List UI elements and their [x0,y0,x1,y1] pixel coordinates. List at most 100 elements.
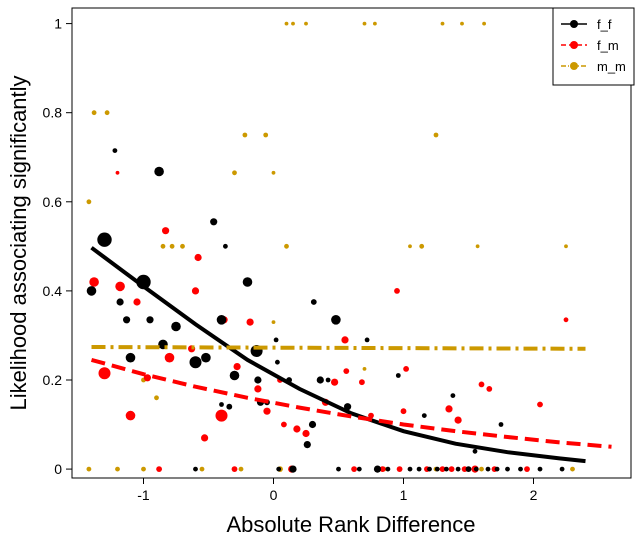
data-point-f_m [215,409,228,422]
data-point-m_m [460,21,464,26]
data-point-f_m [400,408,407,415]
data-point-f_m [194,253,202,262]
data-point-f_m [125,410,136,421]
data-point-f_f [498,422,504,427]
data-point-f_m [156,466,163,472]
data-point-f_f [125,352,136,363]
data-point-m_m [104,110,110,116]
fit-line-f_m [90,357,612,449]
data-point-f_f [444,466,449,472]
data-point-m_m [373,21,377,26]
data-point-m_m [570,466,575,472]
data-point-f_f [465,466,472,472]
data-point-f_m [563,317,569,323]
data-point-m_m [475,244,480,249]
data-point-f_f [146,316,154,324]
data-point-f_f [494,466,500,472]
data-point-f_f [407,466,413,472]
data-point-f_m [89,277,99,287]
data-point-f_f [273,337,279,343]
x-tick-label: 1 [400,487,408,503]
data-point-f_m [115,281,125,292]
data-point-f_m [448,466,455,472]
y-tick-label: 0 [54,461,62,477]
data-point-m_m [362,21,367,26]
data-point-f_m [439,466,446,472]
data-point-f_f [485,466,491,472]
data-point-f_f [289,465,297,473]
data-point-f_m [98,367,111,380]
data-point-f_f [505,466,510,472]
data-point-f_f [112,148,118,154]
data-point-m_m [242,132,248,138]
data-point-f_m [281,421,287,428]
data-point-f_f [86,286,97,296]
data-point-m_m [154,395,159,401]
data-point-f_f [455,466,461,472]
data-point-f_f [210,218,218,226]
x-tick-label: 2 [530,487,538,503]
data-point-f_m [403,366,409,372]
data-point-f_f [344,403,352,411]
data-point-f_f [427,466,432,472]
data-point-f_m [341,336,349,344]
y-tick-label: 0.2 [43,372,63,388]
data-point-m_m [160,243,166,249]
data-point-m_m [433,132,439,138]
data-point-f_f [537,466,543,472]
data-point-m_m [362,367,367,371]
data-point-f_m [379,466,386,472]
data-point-f_m [445,405,453,413]
data-point-m_m [564,244,568,249]
data-point-f_m [302,429,310,438]
legend-label-f_f: f_f [597,17,612,32]
data-point-m_m [284,243,289,249]
data-point-m_m [169,243,175,249]
data-point-f_f [219,402,224,407]
data-point-m_m [291,21,295,26]
data-point-f_f [171,321,181,332]
data-point-f_f [559,466,565,472]
data-point-f_f [434,466,440,472]
data-point-f_m [351,466,357,472]
data-point-f_f [518,466,523,472]
data-point-f_m [191,287,200,295]
data-point-f_m [478,381,485,388]
data-point-f_f [116,298,124,306]
data-point-f_m [524,466,530,472]
data-point-f_f [373,465,382,473]
data-point-f_m [246,318,254,326]
data-point-m_m [419,243,425,249]
data-point-f_m [537,401,543,408]
data-point-f_f [254,376,262,384]
data-point-m_m [440,21,445,26]
fit-line-f_f [90,246,586,464]
data-point-f_m [454,416,462,424]
data-point-f_f [416,466,422,472]
data-point-f_f [223,243,228,249]
legend: f_f f_m m_m [552,7,635,86]
data-point-f_f [201,352,211,363]
data-point-f_f [275,359,280,365]
x-tick-label: 0 [270,487,278,503]
data-point-m_m [284,21,289,26]
data-point-f_f [331,315,341,325]
data-point-m_m [271,320,276,324]
data-point-f_m [343,368,350,374]
data-point-m_m [115,466,120,472]
data-point-f_m [394,288,400,294]
data-point-f_f [472,448,478,454]
data-point-m_m [479,466,484,472]
legend-label-f_m: f_m [597,38,619,53]
data-point-f_f [325,377,331,383]
data-point-m_m [408,244,412,249]
data-point-f_m [486,386,493,392]
y-tick-label: 0.4 [43,283,63,299]
y-axis-title: Likelihood associating significantly [6,75,31,410]
data-point-f_f [276,466,282,472]
axes-layer: -1 0 1 2 0 0.2 0.4 0.6 0.8 1 [43,16,538,503]
data-point-m_m [141,466,146,472]
data-point-f_m [359,379,365,386]
